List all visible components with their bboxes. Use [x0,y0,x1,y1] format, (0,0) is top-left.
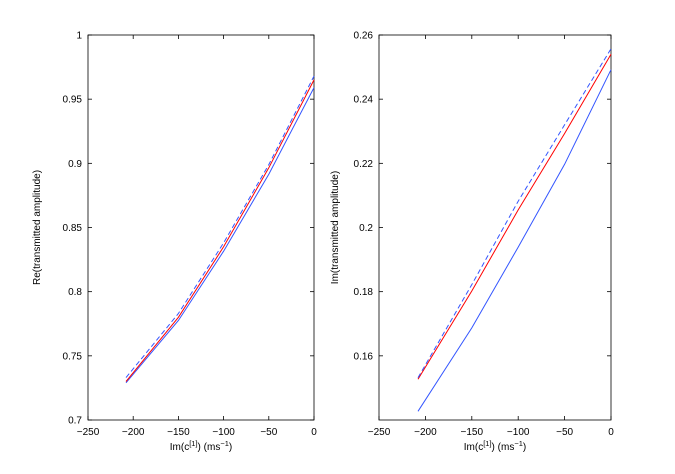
chart0-x-axis-label: Im(c[1]) (ms−1) [170,439,232,453]
chart0-x-tick-label: −200 [122,427,145,438]
chart0-axes-box [87,34,315,421]
chart0-y-tick-label: 0.8 [68,287,82,298]
chart1-x-tick-label: −100 [507,427,530,438]
chart1-x-tick-label: −200 [414,427,437,438]
chart0-x-axis-label-part: ) (ms [198,442,221,453]
chart0-y-tick-label: 0.7 [68,416,82,427]
chart0-x-axis-label-part: −1 [220,439,229,448]
chart1-x-axis-label-part: [1] [483,439,491,448]
chart0-series-0-line [125,87,315,384]
chart0-y-tick-label: 0.95 [63,95,83,106]
chart0-y-tick-label: 0.75 [63,351,83,362]
chart0-y-tick-label: 0.9 [68,159,82,170]
chart0-x-tick-label: −150 [167,427,190,438]
chart1-x-axis-label-part: ) (ms [492,442,515,453]
right-chart-panel: −250 −200 −150 −100 −50 0 0.16 0.18 0.2 0.22 0.24 0… [330,31,614,454]
chart1-x-tick-label: −250 [368,427,391,438]
chart0-x-axis-label-part: Im(c [170,442,189,453]
chart1-x-axis-label-part: ) [523,442,526,453]
chart1-x-tick-label: −150 [461,427,484,438]
chart0-y-tick-label: 0.85 [63,223,83,234]
chart0-y-axis-label: Re(transmitted amplitude) [32,170,43,285]
chart0-x-tick-label: −100 [212,427,235,438]
chart0-x-tick-label: −50 [260,427,277,438]
chart1-y-tick-label: 0.26 [354,31,374,42]
chart1-y-tick-label: 0.18 [354,287,374,298]
chart1-x-axis-label-part: −1 [514,439,523,448]
chart0-y-tick-label: 1 [76,31,82,42]
left-chart-panel: −250 −200 −150 −100 −50 0 0.7 0.75 0.8 0.85 0.9 0.9… [32,31,317,454]
chart1-series-0-line [417,69,612,412]
chart1-series-2-line [417,48,612,378]
chart0-x-axis-label-part: ) [229,442,232,453]
chart1-axes-box [378,34,612,421]
chart1-x-axis-label-part: Im(c [464,442,483,453]
chart1-x-tick-label: −50 [556,427,573,438]
chart1-y-axis-label: Im(transmitted amplitude) [330,171,341,284]
chart1-y-tick-label: 0.22 [354,159,374,170]
chart0-x-axis-label-part: [1] [189,439,197,448]
chart0-series-2-line [125,75,315,378]
chart0-series-1-line [125,79,315,382]
chart0-x-tick-label: 0 [311,427,317,438]
chart1-x-axis-label: Im(c[1]) (ms−1) [464,439,526,453]
chart1-series-1-line [417,54,612,380]
chart1-y-tick-label: 0.24 [354,95,374,106]
chart1-x-tick-label: 0 [608,427,614,438]
chart1-y-tick-label: 0.2 [359,223,373,234]
chart1-y-tick-label: 0.16 [354,351,374,362]
chart0-x-tick-label: −250 [77,427,100,438]
